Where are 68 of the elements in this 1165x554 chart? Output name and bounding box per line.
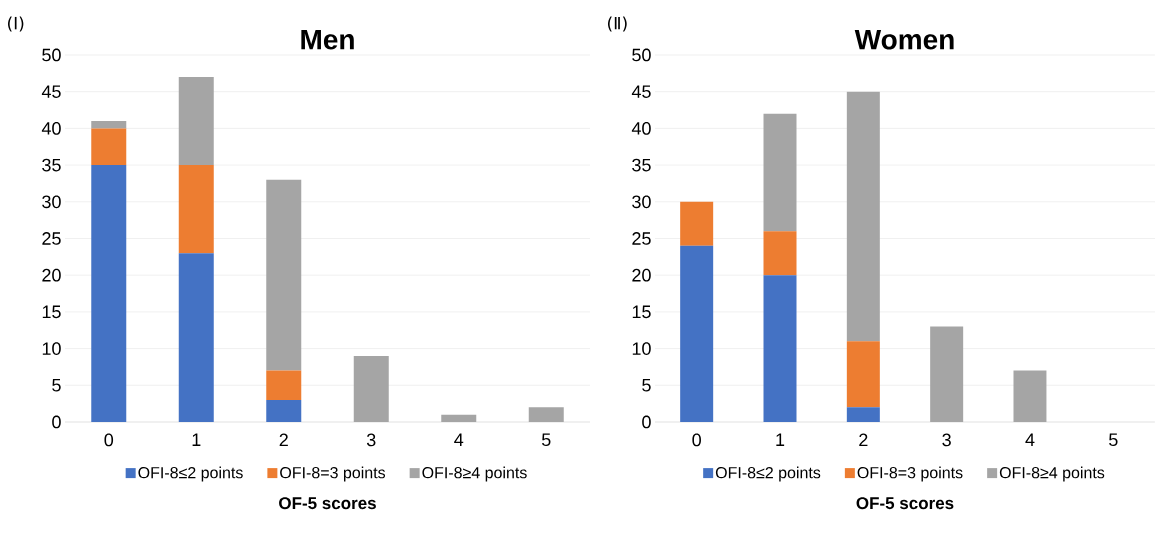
legend-label: OFI-8=3 points <box>280 466 386 482</box>
bar <box>846 341 880 408</box>
y-tick-label: 35 <box>632 158 651 172</box>
bar <box>680 245 714 422</box>
y-tick-label: 5 <box>52 379 61 392</box>
bar <box>763 231 797 276</box>
x-tick-label: 3 <box>942 433 951 447</box>
bar <box>846 91 880 342</box>
bar <box>680 201 714 246</box>
y-tick-label: 45 <box>631 85 651 98</box>
x-tick-label: 4 <box>454 433 464 446</box>
y-tick-label: 15 <box>42 305 61 319</box>
y-tick-label: 5 <box>642 379 651 392</box>
x-tick-label: 3 <box>366 433 376 447</box>
bar <box>178 165 214 254</box>
y-tick-label: 0 <box>52 415 61 429</box>
y-tick-label: 25 <box>632 232 651 245</box>
legend-label: OFI-8≥4 points <box>999 466 1105 482</box>
x-tick-label: 1 <box>192 433 201 446</box>
bar <box>763 113 797 232</box>
y-tick-label: 20 <box>42 268 61 282</box>
y-tick-label: 50 <box>632 48 651 62</box>
bar <box>441 414 477 422</box>
x-tick-label: 2 <box>279 433 288 447</box>
y-tick-label: 30 <box>632 195 651 209</box>
y-tick-label: 10 <box>632 342 651 355</box>
bar <box>353 355 389 422</box>
x-tick-label: 4 <box>1025 433 1035 446</box>
y-tick-label: 50 <box>42 48 61 62</box>
text: (Ⅰ) <box>8 16 24 32</box>
legend-label: OFI-8≥4 points <box>422 466 527 482</box>
legend-label: OFI-8≤2 points <box>138 466 243 482</box>
bar <box>266 370 302 400</box>
bar <box>846 407 880 422</box>
x-tick-label: 2 <box>859 433 868 447</box>
bar <box>1013 370 1047 422</box>
x-tick-label: 5 <box>541 433 551 447</box>
legend-label: OFI-8≤2 points <box>715 466 821 482</box>
legend-label: OFI-8=3 points <box>857 466 963 482</box>
bar <box>266 179 302 371</box>
bar <box>763 275 797 422</box>
x-tick-label: 0 <box>692 433 701 447</box>
bar <box>91 128 127 166</box>
y-tick-label: 10 <box>42 342 61 355</box>
y-tick-label: 20 <box>632 268 651 282</box>
bar <box>528 407 564 422</box>
bar <box>178 77 214 166</box>
bar <box>266 399 302 422</box>
bar <box>930 326 964 422</box>
y-tick-label: 35 <box>42 158 61 172</box>
x-axis-title: OF-5 scores <box>856 497 954 510</box>
text: (Ⅱ) <box>608 16 627 32</box>
x-axis-title: OF-5 scores <box>279 497 376 510</box>
x-tick-label: 1 <box>776 433 785 446</box>
y-tick-label: 15 <box>632 305 651 319</box>
x-tick-label: 0 <box>104 433 114 447</box>
chart-title: Women <box>854 29 954 50</box>
y-tick-label: 0 <box>642 415 651 429</box>
y-tick-label: 30 <box>42 195 61 209</box>
y-tick-label: 40 <box>631 122 651 135</box>
y-tick-label: 45 <box>41 85 61 98</box>
bar <box>178 253 214 422</box>
y-tick-label: 25 <box>42 232 61 245</box>
bar <box>91 121 127 129</box>
bar <box>91 165 127 422</box>
chart-title: Men <box>301 29 354 50</box>
y-tick-label: 40 <box>41 122 61 135</box>
x-tick-label: 5 <box>1109 433 1118 447</box>
